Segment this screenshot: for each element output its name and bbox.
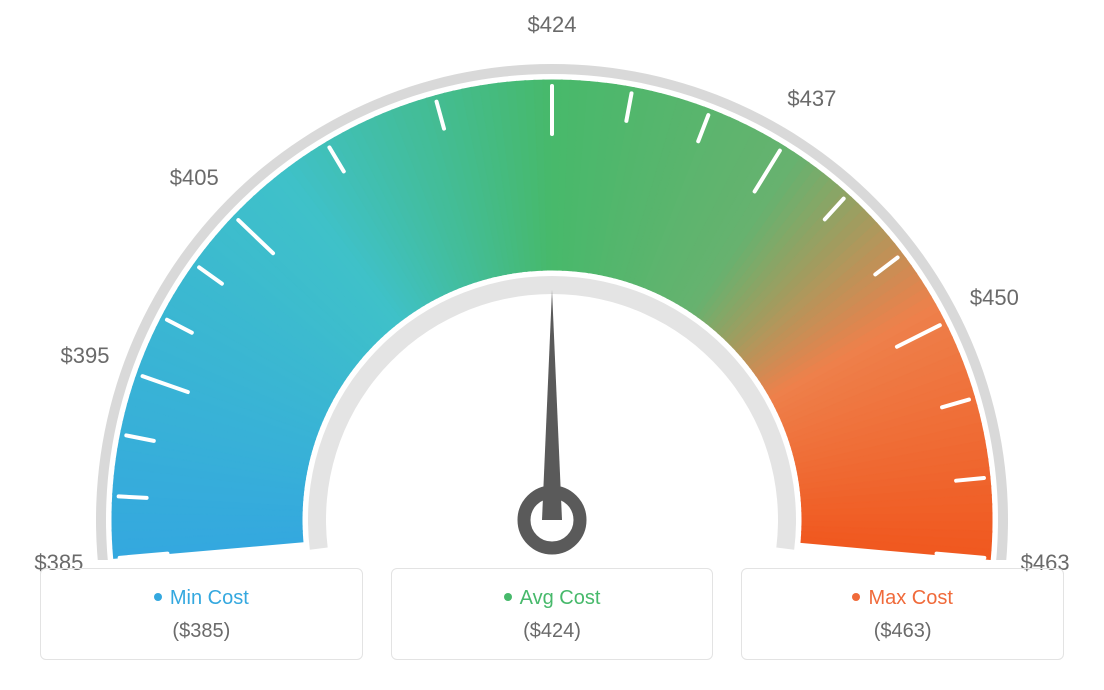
gauge-tick-label: $424 — [528, 12, 577, 38]
legend-title: Max Cost — [752, 587, 1053, 610]
gauge-tick-label: $450 — [970, 285, 1019, 311]
legend-card-max: Max Cost ($463) — [741, 568, 1064, 660]
legend-value: ($385) — [51, 620, 352, 643]
legend-dot-icon — [154, 593, 162, 601]
legend-dot-icon — [852, 593, 860, 601]
legend-title: Min Cost — [51, 587, 352, 610]
gauge-tick-label: $437 — [787, 86, 836, 112]
gauge-svg — [0, 0, 1104, 560]
legend-value: ($424) — [402, 620, 703, 643]
legend-row: Min Cost ($385) Avg Cost ($424) Max Cost ($46… — [40, 568, 1064, 660]
legend-title-text: Avg Cost — [520, 587, 601, 609]
legend-value: ($463) — [752, 620, 1053, 643]
gauge-tick-label: $405 — [170, 165, 219, 191]
legend-title: Avg Cost — [402, 587, 703, 610]
legend-card-avg: Avg Cost ($424) — [391, 568, 714, 660]
legend-dot-icon — [504, 593, 512, 601]
legend-title-text: Min Cost — [170, 587, 249, 609]
cost-gauge: $385$395$405$424$437$450$463 — [0, 0, 1104, 560]
legend-card-min: Min Cost ($385) — [40, 568, 363, 660]
gauge-tick-label: $395 — [61, 343, 110, 369]
legend-title-text: Max Cost — [868, 587, 952, 609]
